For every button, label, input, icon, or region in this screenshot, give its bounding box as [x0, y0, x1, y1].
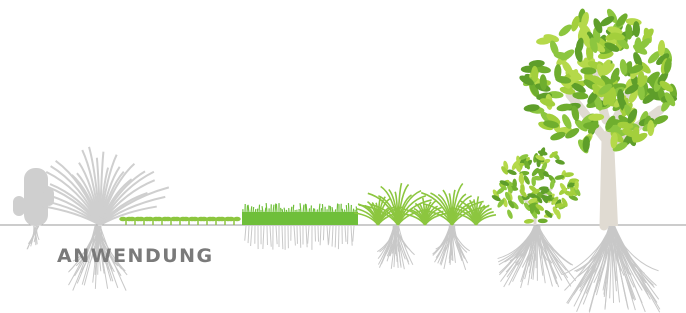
decor	[265, 208, 266, 213]
decor	[348, 203, 349, 213]
decor	[345, 226, 346, 242]
decor	[524, 218, 535, 224]
decor	[318, 226, 319, 242]
decor	[506, 168, 517, 176]
decor	[273, 205, 274, 213]
decor	[165, 218, 171, 221]
decor	[506, 209, 514, 220]
decor	[305, 204, 306, 213]
section-label: ANWENDUNG	[57, 245, 214, 267]
decor	[538, 219, 548, 224]
decor	[303, 205, 304, 213]
decor	[255, 209, 256, 213]
decor	[259, 205, 260, 213]
decor	[338, 226, 339, 249]
decor	[138, 218, 144, 221]
decor	[275, 203, 276, 213]
decor	[276, 226, 277, 244]
decor	[300, 203, 301, 213]
decor	[300, 226, 301, 248]
decor	[129, 218, 135, 221]
decor	[294, 226, 295, 246]
decor	[557, 22, 574, 38]
decor	[192, 218, 198, 221]
decor	[313, 208, 314, 213]
decor	[266, 203, 267, 213]
decor	[337, 203, 338, 213]
decor	[306, 204, 307, 213]
decor	[286, 210, 287, 213]
decor	[353, 226, 354, 242]
gray-grass	[38, 147, 169, 225]
decor	[335, 226, 336, 247]
decor	[346, 205, 347, 213]
decor	[248, 205, 249, 213]
decor	[210, 218, 216, 221]
decor	[320, 226, 321, 245]
decor	[555, 159, 566, 166]
decor	[183, 218, 189, 221]
decor	[329, 226, 330, 244]
decor	[257, 209, 258, 213]
decor	[262, 206, 263, 213]
decor	[308, 226, 309, 244]
decor	[293, 205, 294, 213]
decor	[228, 218, 234, 221]
page: {"label": "ANWENDUNG"} ANWENDUNG (() => …	[0, 0, 686, 313]
lawn	[242, 212, 358, 225]
decor	[120, 218, 126, 221]
decor	[319, 204, 320, 213]
decor	[353, 209, 354, 213]
roots	[27, 226, 660, 313]
decor	[156, 218, 162, 221]
decor	[351, 226, 352, 246]
decor	[219, 218, 225, 221]
cactus	[13, 168, 54, 226]
decor	[234, 218, 240, 221]
decor	[251, 226, 252, 246]
decor	[245, 226, 246, 241]
decor	[323, 226, 324, 240]
decor	[344, 210, 345, 213]
decor	[248, 226, 249, 243]
decor	[270, 226, 271, 247]
decor	[201, 218, 207, 221]
decor	[342, 209, 343, 213]
decor	[276, 204, 277, 213]
decor	[327, 226, 328, 245]
illustration: ANWENDUNG	[0, 0, 686, 313]
decor	[332, 226, 333, 247]
decor	[253, 207, 254, 213]
decor	[322, 204, 323, 213]
decor	[330, 206, 331, 213]
decor	[356, 206, 357, 213]
decor	[247, 205, 248, 213]
ornamental-grass	[354, 183, 496, 225]
lawn-blades	[243, 203, 357, 213]
decor	[147, 218, 153, 221]
decor	[282, 226, 283, 249]
decor	[263, 226, 264, 249]
decor	[251, 206, 252, 213]
shrub	[491, 147, 582, 225]
decor	[174, 218, 180, 221]
decor	[335, 209, 336, 213]
decor	[306, 226, 307, 247]
seedlings	[120, 218, 240, 226]
decor	[291, 207, 292, 213]
decor	[309, 208, 310, 213]
